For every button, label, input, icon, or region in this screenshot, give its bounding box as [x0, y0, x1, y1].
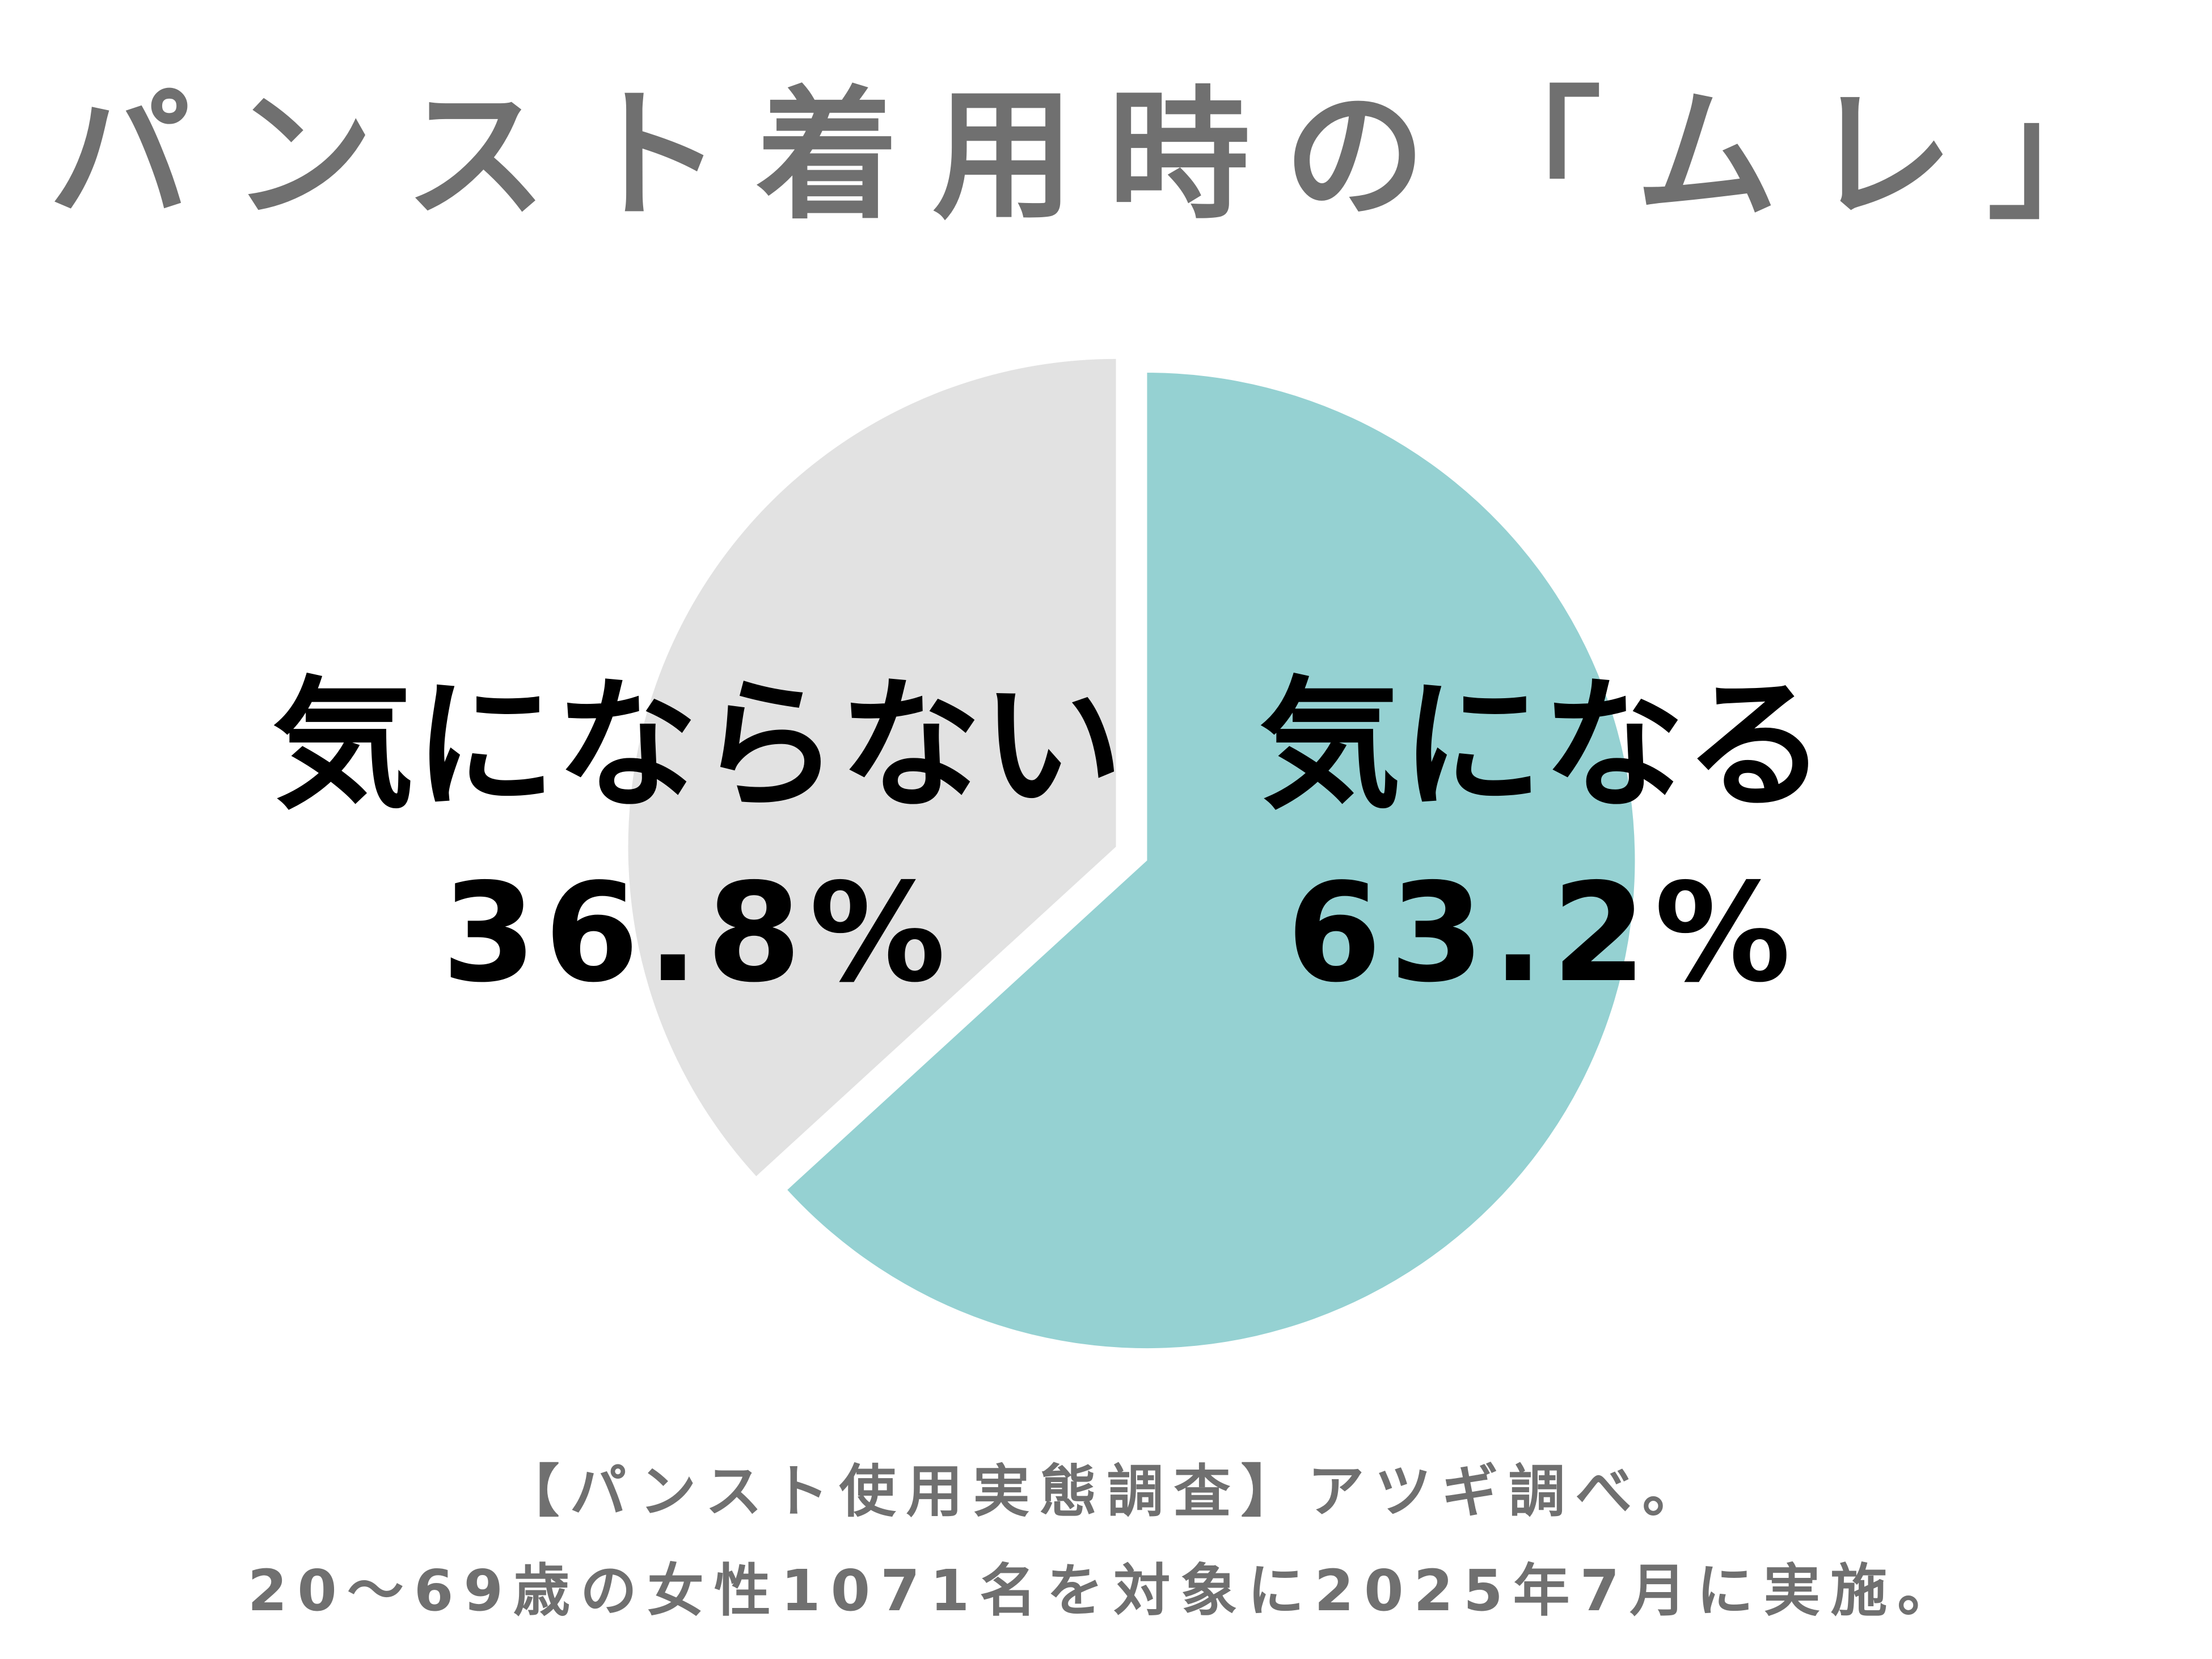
pie-slice-0: [787, 373, 1635, 1349]
survey-detail-note: 20～69歳の女性1071名を対象に2025年7月に実施。: [247, 1557, 1965, 1624]
label-not-bothered: 気にならない 36.8%: [193, 663, 1202, 1012]
label-bothered-percent: 63.2%: [1286, 854, 1799, 1012]
pie-slice-1: [628, 358, 1116, 1176]
label-not-bothered-name: 気にならない: [272, 663, 1123, 828]
label-not-bothered-percent: 36.8%: [441, 854, 954, 1012]
survey-source-note: 【パンスト使用実態調査】アツギ調べ。: [503, 1458, 1709, 1525]
label-bothered-name: 気になる: [1259, 663, 1826, 828]
label-bothered: 気になる 63.2%: [1123, 663, 1962, 1012]
chart-title: パンスト着用時の「ムレ」: [49, 73, 2163, 238]
